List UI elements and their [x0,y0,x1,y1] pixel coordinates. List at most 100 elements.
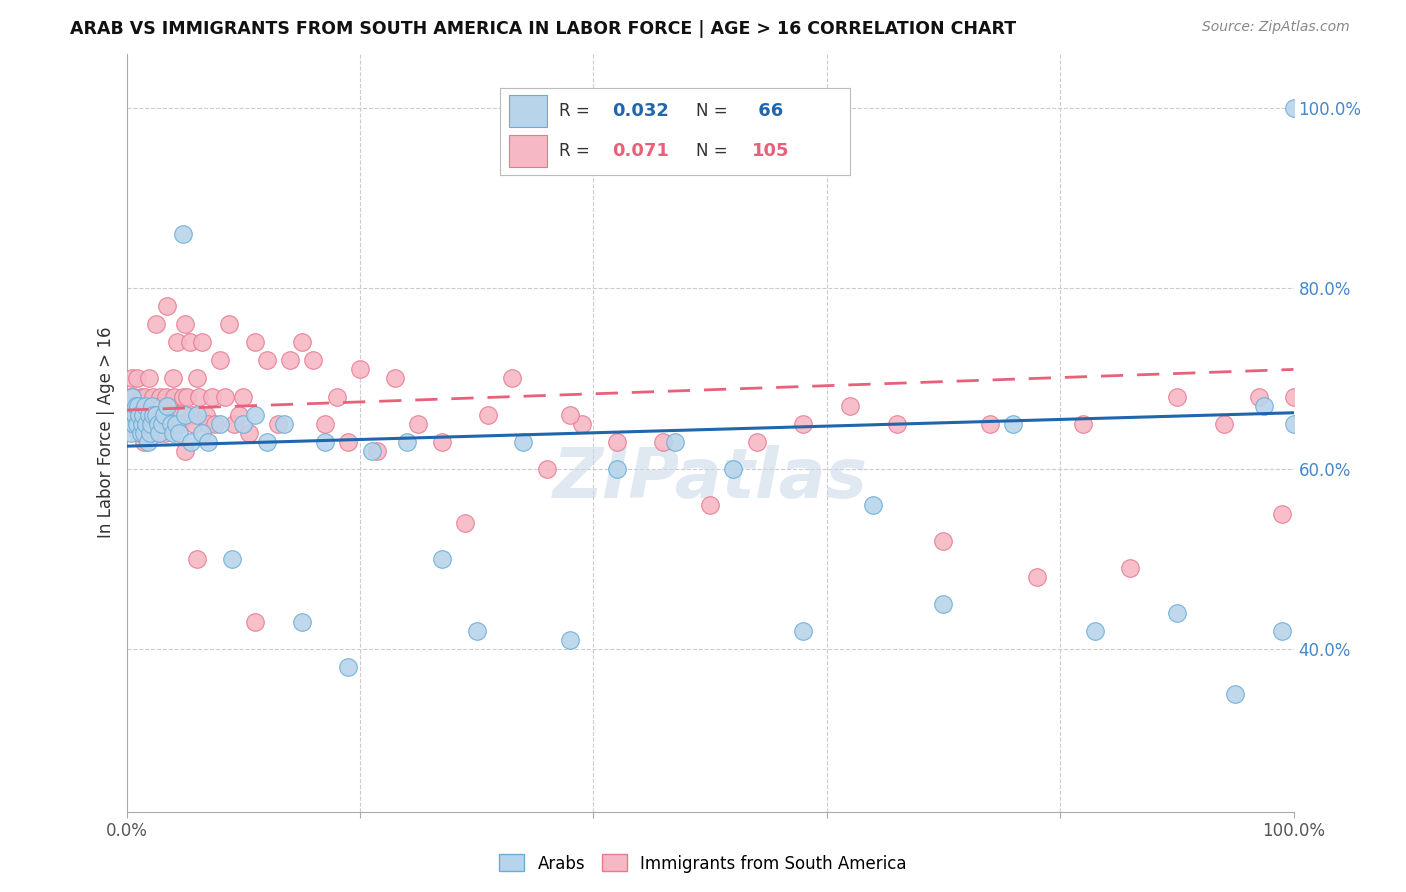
Point [932,597,955,611]
Point [1025,570,1047,584]
Point [1282,390,1305,404]
Point [162,371,184,385]
Point [501,371,523,385]
Point [127,399,149,413]
Point [156,399,179,413]
Point [153,425,176,440]
Point [142,390,165,404]
Text: Source: ZipAtlas.com: Source: ZipAtlas.com [1202,20,1350,34]
Point [232,390,254,404]
Point [278,353,301,368]
Point [186,371,208,385]
Point [1073,417,1095,431]
Point [1282,417,1305,431]
Point [174,443,197,458]
Point [128,408,150,422]
Point [337,660,360,674]
Point [191,335,214,350]
Point [132,408,155,422]
Point [125,417,148,431]
Point [243,615,266,630]
Text: R =: R = [560,103,591,120]
Point [155,390,177,404]
Point [118,390,141,404]
Point [186,552,208,566]
Point [128,408,150,422]
Point [122,390,145,404]
Point [536,461,558,475]
Point [606,461,628,475]
Point [360,443,382,458]
Point [148,425,170,440]
Point [121,417,143,431]
Point [1212,417,1234,431]
Point [174,318,197,332]
Point [395,434,418,449]
Point [862,498,884,512]
Point [1119,561,1142,575]
Point [337,434,360,449]
Text: 0.032: 0.032 [612,103,669,120]
Text: ZIPatlas: ZIPatlas [553,444,868,512]
Point [121,371,143,385]
Point [699,498,721,512]
Point [139,408,162,422]
Text: R =: R = [560,143,591,161]
Point [120,425,142,440]
Point [979,417,1001,431]
Point [430,434,453,449]
Point [124,408,146,422]
Point [139,425,162,440]
Point [201,390,224,404]
Point [932,533,955,548]
Point [558,633,581,648]
Point [179,335,201,350]
Point [145,318,167,332]
Point [134,390,156,404]
Point [142,408,165,422]
Point [139,417,162,431]
Point [153,408,176,422]
Point [349,362,371,376]
Point [132,399,155,413]
Point [165,417,187,431]
Legend: Arabs, Immigrants from South America: Arabs, Immigrants from South America [492,847,914,880]
Point [141,399,163,413]
Point [314,417,336,431]
Point [792,417,814,431]
Text: N =: N = [696,103,728,120]
Point [129,390,152,404]
Point [129,425,152,440]
Point [214,390,236,404]
Point [1282,101,1305,115]
Point [384,371,406,385]
Point [127,425,149,440]
Point [146,417,169,431]
Point [131,408,153,422]
Point [150,417,173,431]
Point [180,408,202,422]
Point [135,417,157,431]
Point [232,417,254,431]
Point [1253,399,1275,413]
Point [571,417,593,431]
Text: 0.071: 0.071 [612,143,669,161]
Point [132,434,155,449]
Point [558,408,581,422]
Point [208,417,231,431]
Point [222,417,245,431]
Point [149,390,172,404]
Point [430,552,453,566]
Point [1166,390,1188,404]
Point [129,417,152,431]
Point [160,417,183,431]
Point [139,399,162,413]
Point [221,552,243,566]
Point [138,408,160,422]
Point [125,371,148,385]
Point [465,624,488,639]
Point [606,434,628,449]
Point [208,353,231,368]
Point [131,417,153,431]
Point [238,425,260,440]
